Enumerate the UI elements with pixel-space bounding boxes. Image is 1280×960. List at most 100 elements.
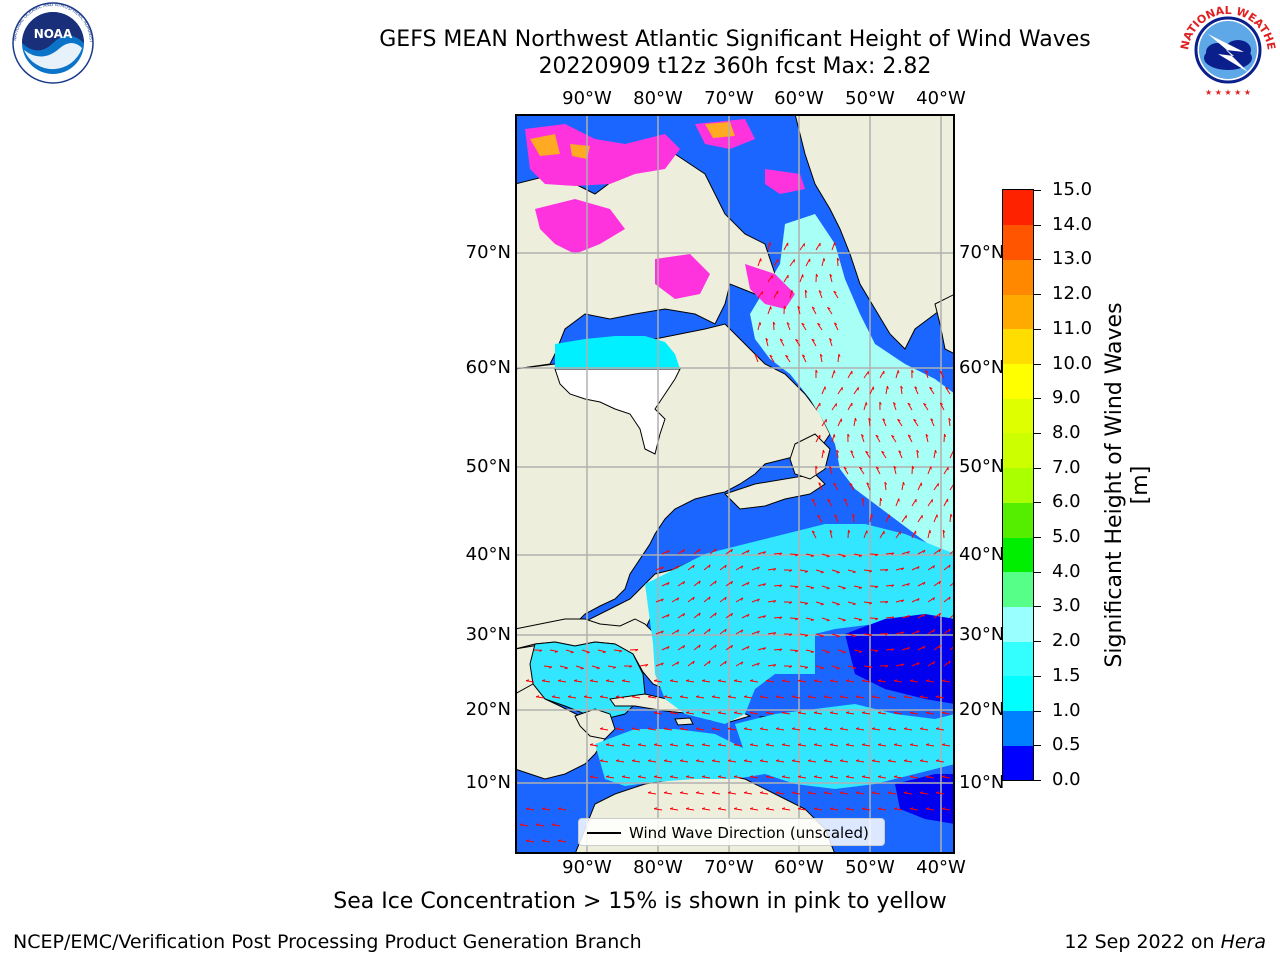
wind-wave-arrowhead bbox=[589, 743, 594, 746]
wind-wave-arrowhead bbox=[621, 679, 626, 682]
wind-wave-arrow bbox=[789, 617, 799, 620]
wind-wave-arrowhead bbox=[839, 759, 844, 762]
wind-wave-arrowhead bbox=[797, 679, 802, 682]
wind-wave-arrowhead bbox=[935, 727, 940, 730]
wind-wave-arrow bbox=[776, 728, 785, 731]
wind-wave-arrowhead bbox=[877, 679, 882, 682]
wind-wave-arrow bbox=[735, 597, 744, 603]
wind-wave-arrowhead bbox=[893, 807, 898, 810]
wind-wave-arrow bbox=[942, 744, 951, 747]
wind-wave-arrowhead bbox=[938, 581, 941, 585]
wind-wave-arrows bbox=[519, 242, 955, 843]
wind-wave-arrowhead bbox=[938, 549, 941, 553]
wind-wave-arrowhead bbox=[907, 583, 910, 586]
wind-wave-arrowhead bbox=[820, 667, 824, 670]
lat-tick-left: 10°N bbox=[465, 772, 511, 793]
wind-wave-arrowhead bbox=[749, 743, 754, 746]
wind-wave-arrowhead bbox=[795, 650, 799, 653]
wind-wave-arrow bbox=[804, 289, 807, 299]
wind-wave-arrow bbox=[757, 551, 766, 555]
wind-wave-arrowhead bbox=[730, 549, 733, 553]
wind-wave-arrow bbox=[767, 306, 772, 315]
wind-wave-arrow bbox=[897, 419, 903, 427]
wind-wave-arrow bbox=[670, 776, 679, 779]
wind-wave-arrow bbox=[600, 696, 609, 699]
wind-wave-arrowhead bbox=[818, 290, 822, 293]
wind-wave-arrow bbox=[728, 728, 737, 731]
wind-wave-arrow bbox=[811, 498, 817, 507]
wind-wave-arrow bbox=[892, 402, 897, 411]
wind-wave-arrow bbox=[904, 760, 913, 763]
wind-wave-arrowhead bbox=[939, 402, 943, 406]
wind-wave-arrow bbox=[661, 550, 670, 555]
wind-wave-arrowhead bbox=[669, 807, 674, 810]
wind-wave-arrowhead bbox=[845, 743, 850, 746]
wind-wave-arrow bbox=[910, 776, 919, 779]
colorbar-tick-label: 1.5 bbox=[1052, 664, 1081, 686]
wind-wave-arrow bbox=[638, 744, 647, 747]
wind-wave-arrowhead bbox=[647, 759, 652, 762]
wind-wave-arrow bbox=[772, 321, 775, 331]
wind-wave-arrowhead bbox=[695, 695, 700, 698]
wind-wave-arrow bbox=[712, 728, 721, 731]
wind-wave-arrow bbox=[936, 728, 945, 731]
wind-wave-arrowhead bbox=[661, 598, 664, 602]
wind-wave-arrow bbox=[837, 386, 843, 395]
wind-wave-arrowhead bbox=[885, 601, 889, 604]
wind-wave-arrow bbox=[949, 450, 954, 459]
colorbar-band bbox=[1003, 259, 1033, 295]
wind-wave-arrow bbox=[782, 776, 791, 779]
wind-wave-arrow bbox=[927, 661, 935, 667]
wind-wave-arrowhead bbox=[813, 679, 818, 682]
wind-wave-arrowhead bbox=[807, 791, 812, 794]
wind-wave-arrow bbox=[808, 760, 817, 763]
wind-wave-arrow bbox=[801, 322, 807, 331]
wind-wave-arrowhead bbox=[717, 679, 722, 682]
wind-wave-arrowhead bbox=[743, 759, 748, 762]
wind-wave-arrow bbox=[590, 744, 599, 747]
wind-wave-arrowhead bbox=[820, 571, 824, 574]
wind-wave-arrow bbox=[859, 467, 865, 475]
wind-wave-arrow bbox=[917, 581, 926, 587]
lon-tick-top: 50°W bbox=[845, 88, 895, 109]
colorbar-tick-label: 5.0 bbox=[1052, 526, 1081, 548]
wind-wave-arrowhead bbox=[839, 791, 844, 794]
wind-wave-arrowhead bbox=[789, 569, 793, 572]
wind-wave-arrow bbox=[718, 744, 727, 747]
wind-wave-arrow bbox=[865, 451, 871, 459]
wind-wave-arrowhead bbox=[724, 564, 727, 569]
wind-wave-arrow bbox=[757, 291, 763, 299]
wind-wave-arrowhead bbox=[743, 727, 748, 730]
wind-wave-arrow bbox=[703, 628, 711, 635]
colorbar-tick-mark bbox=[1034, 190, 1041, 191]
wind-wave-arrowhead bbox=[781, 711, 786, 714]
wind-wave-arrow bbox=[799, 633, 808, 636]
wind-wave-arrowhead bbox=[765, 743, 770, 746]
colorbar-tick-mark bbox=[1034, 467, 1041, 469]
wind-wave-arrow bbox=[879, 370, 885, 379]
wind-wave-arrowhead bbox=[907, 551, 910, 554]
wind-wave-arrow bbox=[789, 649, 799, 652]
wind-wave-arrow bbox=[939, 370, 945, 379]
wind-wave-arrow bbox=[734, 808, 743, 811]
lat-tick-right: 60°N bbox=[959, 357, 1005, 378]
wind-wave-arrowhead bbox=[692, 660, 695, 665]
colorbar-tick-mark bbox=[1034, 675, 1041, 677]
wind-wave-arrow bbox=[846, 776, 855, 779]
wind-wave-arrow bbox=[821, 649, 830, 653]
wind-wave-arrowhead bbox=[747, 613, 750, 618]
wind-wave-arrow bbox=[702, 712, 711, 715]
wind-wave-arrow bbox=[853, 617, 862, 621]
wind-wave-arrow bbox=[833, 322, 839, 331]
wind-wave-arrowhead bbox=[925, 775, 930, 778]
wind-wave-arrow bbox=[526, 840, 535, 843]
wind-wave-arrow bbox=[799, 665, 808, 668]
wind-wave-arrow bbox=[776, 792, 785, 795]
wind-wave-arrow bbox=[815, 242, 821, 251]
wind-wave-arrowhead bbox=[667, 582, 670, 586]
wind-wave-arrow bbox=[661, 614, 670, 619]
wind-wave-arrow bbox=[655, 630, 664, 635]
wind-wave-arrowhead bbox=[823, 727, 828, 730]
wind-wave-arrow bbox=[680, 728, 689, 731]
map-legend: Wind Wave Direction (unscaled) bbox=[578, 818, 885, 846]
